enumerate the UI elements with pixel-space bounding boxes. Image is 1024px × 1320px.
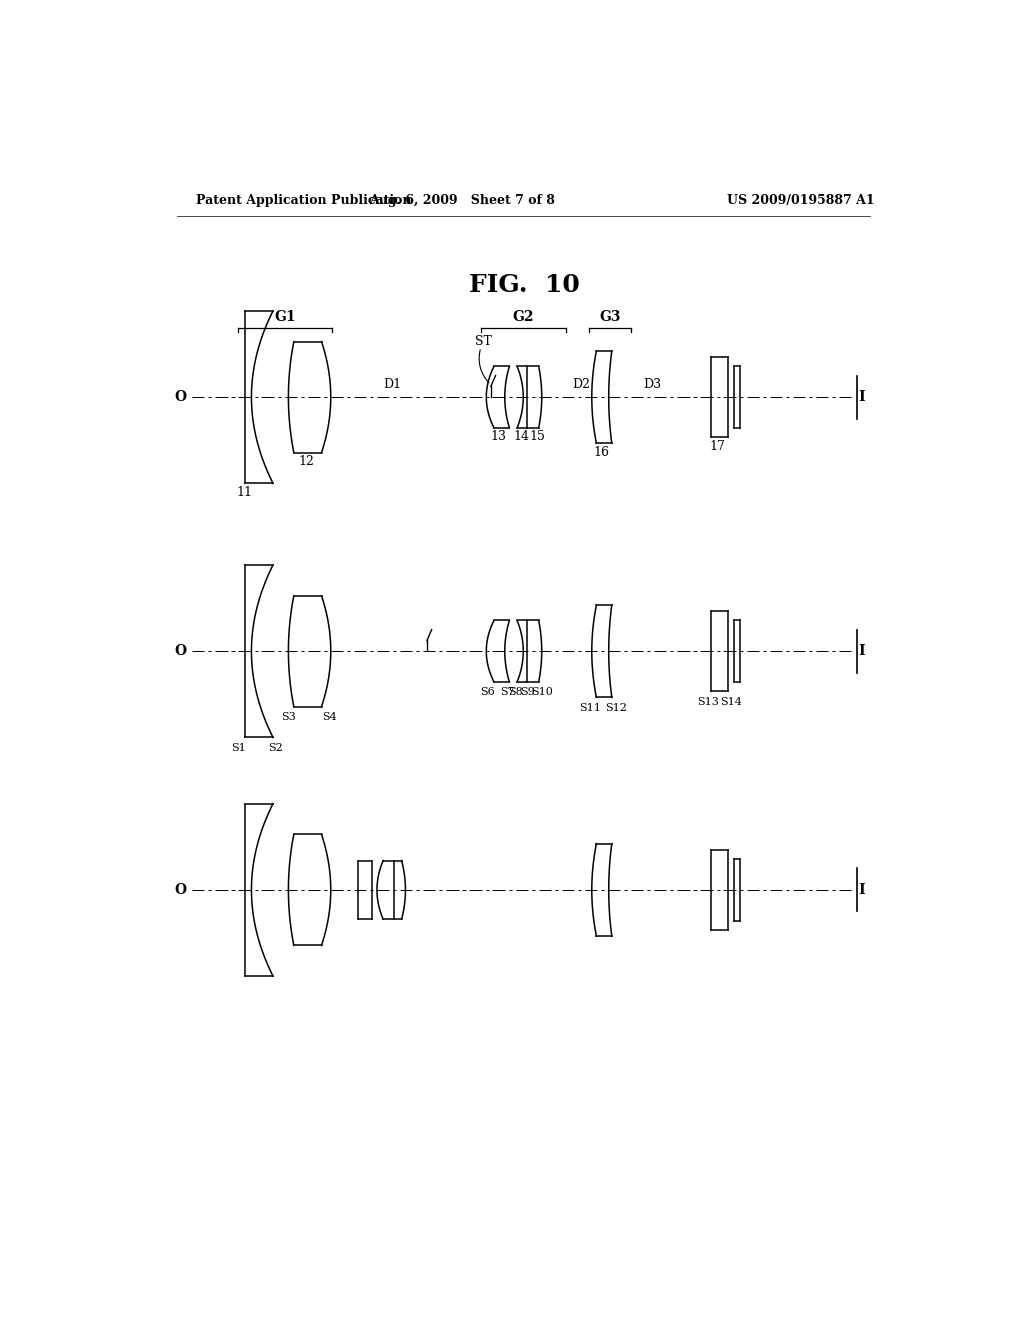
- Text: S13: S13: [697, 697, 719, 706]
- Text: O: O: [174, 644, 186, 659]
- Text: G1: G1: [274, 310, 296, 323]
- Text: D3: D3: [643, 378, 662, 391]
- Text: S3: S3: [281, 711, 296, 722]
- Text: S11: S11: [580, 702, 601, 713]
- Text: S10: S10: [531, 688, 553, 697]
- Text: S8: S8: [508, 688, 523, 697]
- Text: S4: S4: [322, 711, 337, 722]
- Text: 12: 12: [298, 455, 314, 469]
- Text: G3: G3: [599, 310, 621, 323]
- Text: D2: D2: [572, 378, 590, 391]
- Text: ST: ST: [475, 335, 492, 348]
- Text: US 2009/0195887 A1: US 2009/0195887 A1: [727, 194, 874, 207]
- Text: S14: S14: [720, 697, 742, 706]
- Text: O: O: [174, 391, 186, 404]
- Text: S1: S1: [231, 743, 246, 752]
- Text: O: O: [174, 883, 186, 896]
- Text: 13: 13: [490, 430, 507, 444]
- Text: S2: S2: [268, 743, 283, 752]
- Text: 11: 11: [237, 486, 253, 499]
- Text: D1: D1: [383, 378, 401, 391]
- Text: 15: 15: [529, 430, 545, 444]
- Text: 16: 16: [594, 446, 610, 459]
- Text: I: I: [859, 883, 865, 896]
- Text: G2: G2: [512, 310, 534, 323]
- Text: 17: 17: [710, 440, 725, 453]
- Text: I: I: [859, 391, 865, 404]
- Text: I: I: [859, 644, 865, 659]
- Text: Patent Application Publication: Patent Application Publication: [196, 194, 412, 207]
- Text: S6: S6: [479, 688, 495, 697]
- Text: S7: S7: [501, 688, 515, 697]
- Text: S12: S12: [605, 702, 627, 713]
- Text: FIG.  10: FIG. 10: [469, 273, 581, 297]
- Text: S9: S9: [520, 688, 535, 697]
- Text: 14: 14: [514, 430, 529, 444]
- Text: Aug. 6, 2009   Sheet 7 of 8: Aug. 6, 2009 Sheet 7 of 8: [369, 194, 555, 207]
